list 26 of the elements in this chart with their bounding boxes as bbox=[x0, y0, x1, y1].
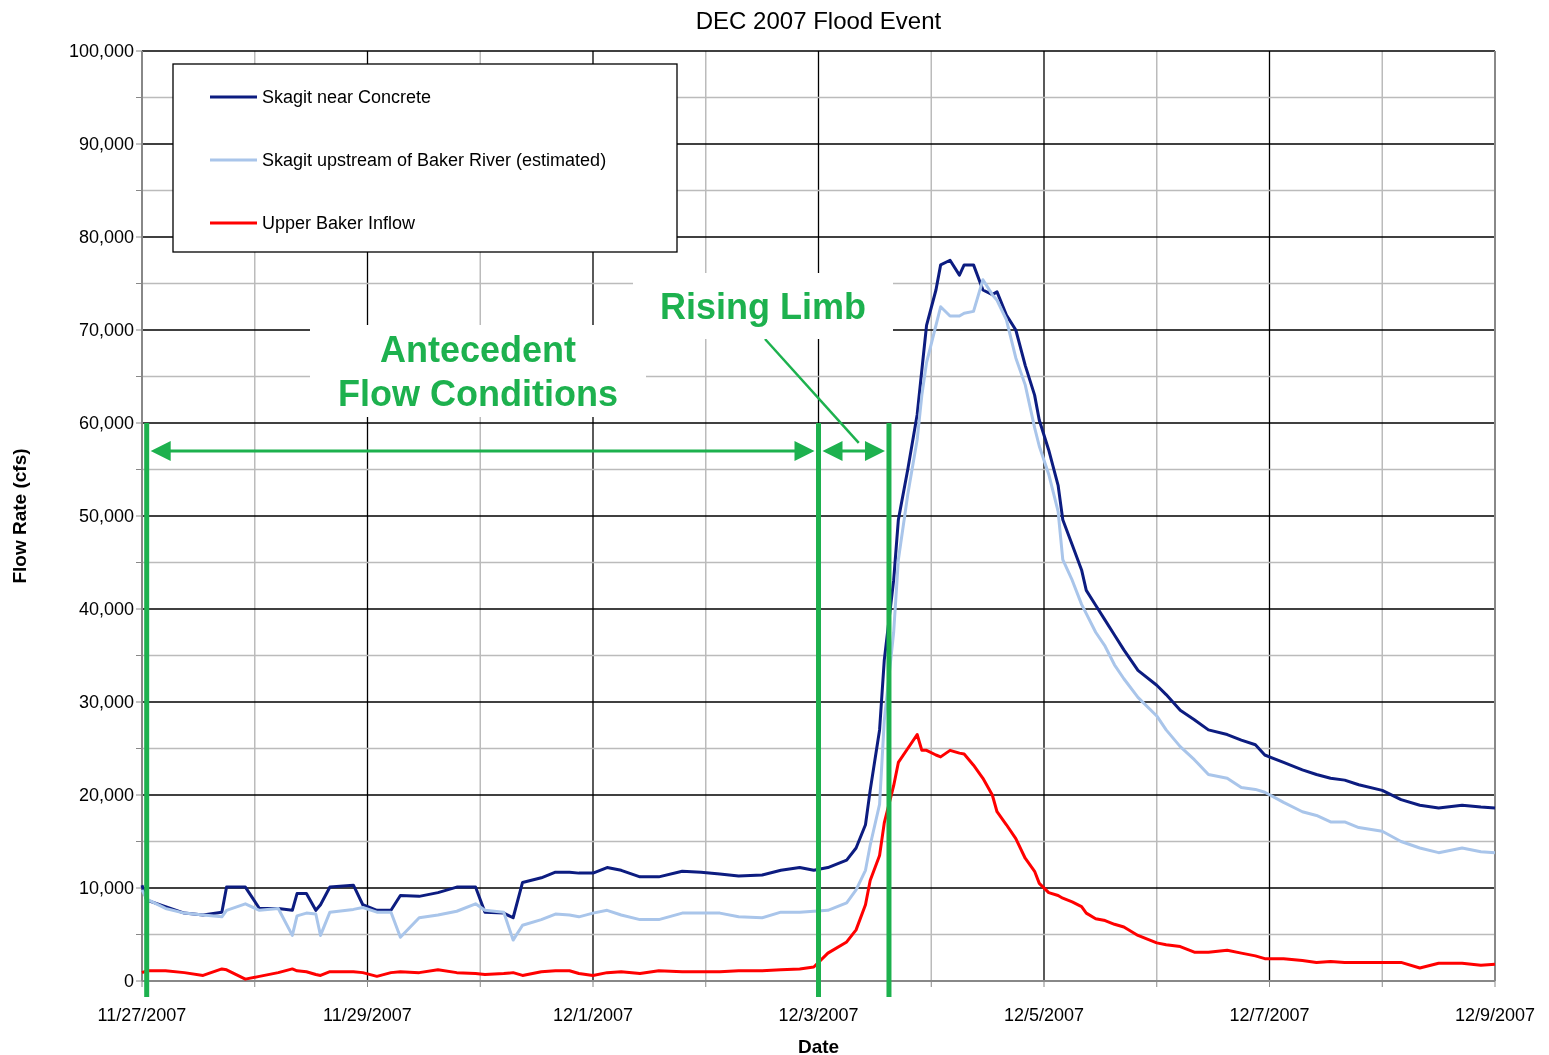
y-tick-label: 30,000 bbox=[78, 692, 134, 713]
y-tick-label: 80,000 bbox=[78, 227, 134, 248]
y-tick-label: 100,000 bbox=[68, 41, 134, 62]
y-axis-title: Flow Rate (cfs) bbox=[9, 448, 30, 584]
y-tick-label: 20,000 bbox=[78, 785, 134, 806]
legend-label: Skagit near Concrete bbox=[262, 87, 432, 108]
y-tick-label: 90,000 bbox=[78, 134, 134, 155]
legend-label: Upper Baker Inflow bbox=[262, 213, 417, 234]
annotation: Rising Limb bbox=[660, 285, 866, 327]
x-tick-label: 12/5/2007 bbox=[1003, 1005, 1085, 1025]
y-tick-label: 10,000 bbox=[78, 878, 134, 899]
chart-title: DEC 2007 Flood Event bbox=[695, 7, 942, 34]
annotation: Antecedent Flow Conditions bbox=[338, 328, 618, 414]
x-tick-label: 11/29/2007 bbox=[323, 1005, 412, 1025]
x-tick-label: 12/9/2007 bbox=[1454, 1005, 1536, 1025]
y-tick-label: 70,000 bbox=[78, 320, 134, 341]
y-tick-label: 60,000 bbox=[78, 413, 134, 434]
y-tick-label: 0 bbox=[123, 971, 134, 992]
x-axis-title: Date bbox=[797, 1036, 840, 1055]
y-tick-label: 40,000 bbox=[78, 599, 134, 620]
legend-label: Skagit upstream of Baker River (estimated) bbox=[262, 150, 607, 171]
x-tick-label: 11/27/2007 bbox=[97, 1005, 187, 1025]
x-tick-label: 12/3/2007 bbox=[778, 1005, 859, 1025]
x-tick-label: 12/1/2007 bbox=[552, 1005, 634, 1025]
y-tick-label: 50,000 bbox=[78, 506, 134, 527]
x-tick-label: 12/7/2007 bbox=[1229, 1005, 1310, 1025]
